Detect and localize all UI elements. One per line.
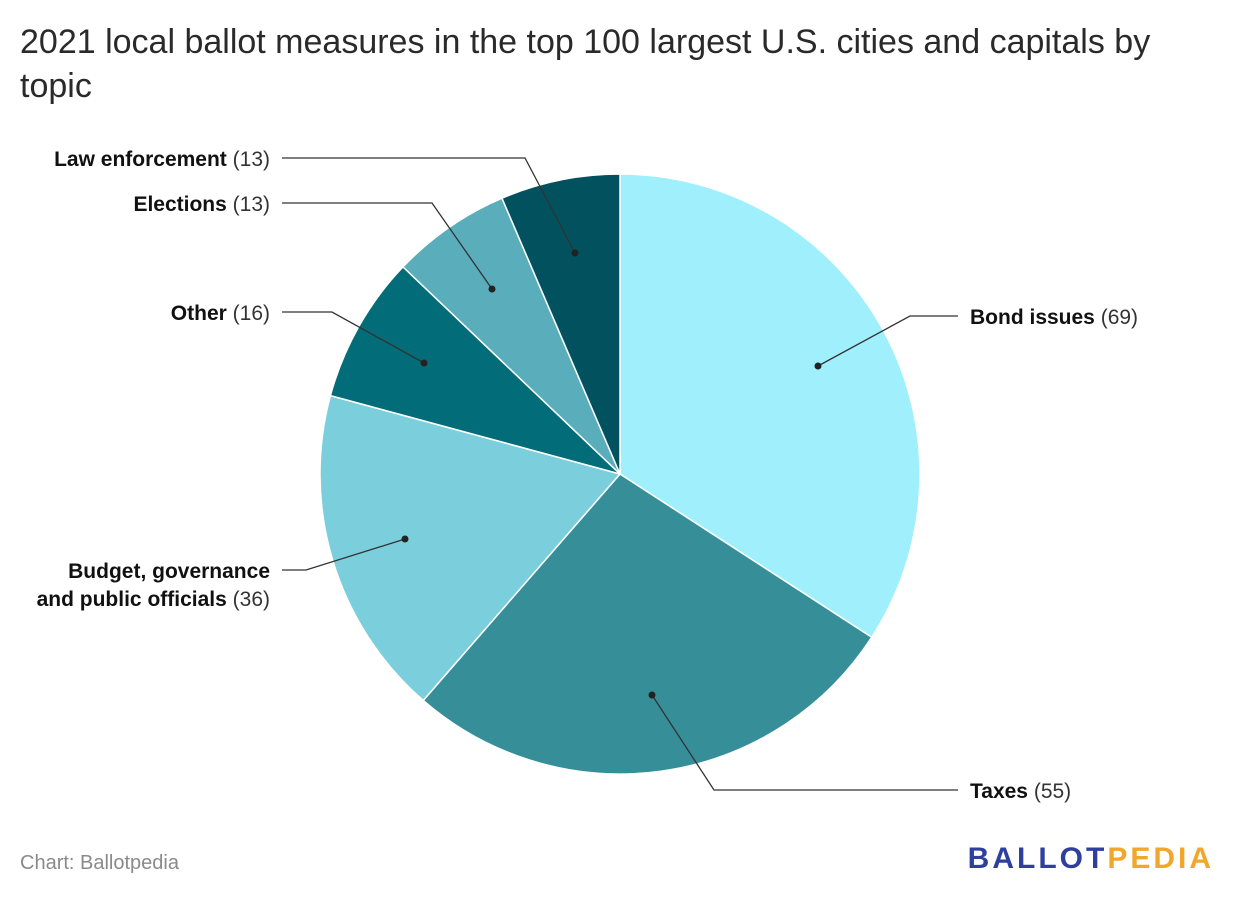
- leader-dot: [814, 362, 822, 370]
- slice-value: (55): [1028, 780, 1071, 803]
- slice-label: Law enforcement (13): [54, 148, 270, 171]
- leader-line: [282, 311, 425, 364]
- leader-dot: [401, 535, 409, 543]
- leader-line: [651, 694, 958, 791]
- slice-label: Taxes (55): [970, 780, 1071, 803]
- leader-dot: [571, 249, 579, 257]
- leader-line: [282, 157, 576, 254]
- pie-chart: Bond issues (69) Taxes (55) Budget, govern…: [37, 148, 1138, 803]
- leader-line: [282, 202, 493, 290]
- slice-label: Budget, governance and public officials (…: [37, 560, 270, 611]
- slice-label: Bond issues (69): [970, 306, 1138, 329]
- slice-labels: Bond issues (69) Taxes (55) Budget, govern…: [37, 148, 1138, 803]
- slice-value: (69): [1095, 306, 1138, 329]
- leader-line: [817, 315, 958, 367]
- slice-value: (13): [227, 193, 270, 216]
- slice-value: (16): [227, 302, 270, 325]
- leader-line: [282, 538, 406, 571]
- slice-label: Elections (13): [133, 193, 270, 216]
- slice-value: (13): [227, 148, 270, 171]
- pie-slices: [319, 173, 921, 775]
- pie-slice-taxes: [422, 473, 873, 775]
- leader-dot: [648, 691, 656, 699]
- pie-slice-law-enforcement: [500, 173, 621, 475]
- leader-dot: [488, 285, 496, 293]
- leader-lines: [282, 157, 958, 791]
- chart-source: Chart: Ballotpedia: [20, 852, 179, 874]
- ballotpedia-logo: BALLOTPEDIA: [967, 842, 1214, 875]
- chart-title: 2021 local ballot measures in the top 10…: [20, 23, 1151, 105]
- slice-value: (36): [227, 588, 270, 611]
- slice-label: Other (16): [171, 302, 270, 325]
- leader-dot: [420, 359, 428, 367]
